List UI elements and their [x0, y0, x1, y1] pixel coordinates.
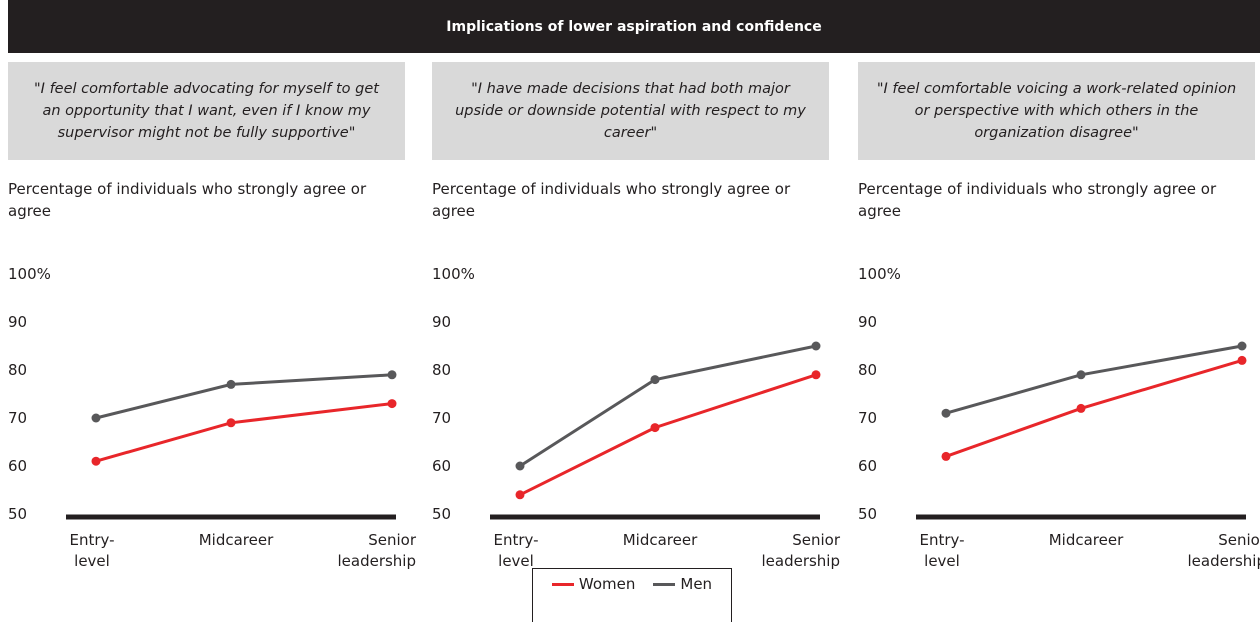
- legend-label: Women: [578, 575, 636, 593]
- x-tick-label: Senior leadership: [337, 531, 416, 570]
- title-bar: Implications of lower aspiration and con…: [8, 0, 1260, 53]
- legend-item: Men: [653, 575, 712, 593]
- y-tick-label: 60: [8, 457, 28, 475]
- legend: Women Men: [532, 568, 732, 622]
- data-point: [1076, 403, 1086, 413]
- data-point: [226, 379, 236, 389]
- data-point: [650, 375, 660, 385]
- y-tick-label: 80: [858, 361, 878, 379]
- legend-label: Men: [680, 575, 713, 593]
- series-line: [95, 373, 393, 420]
- y-tick-label: 70: [432, 409, 452, 427]
- plot: [66, 370, 397, 520]
- y-tick-label: 100%: [8, 265, 51, 283]
- data-point: [226, 418, 236, 428]
- y-tick-label: 80: [8, 361, 28, 379]
- y-tick-label: 80: [432, 361, 452, 379]
- y-tick-label: 50: [858, 505, 878, 523]
- data-point: [650, 423, 660, 433]
- data-point: [91, 456, 101, 466]
- chart-panel: "I feel comfortable advocating for mysel…: [8, 62, 416, 582]
- data-point: [1237, 355, 1247, 365]
- quote: "I feel comfortable voicing a work-relat…: [858, 62, 1255, 160]
- legend-swatch: [551, 582, 574, 586]
- series-line: [519, 344, 817, 468]
- x-tick-label: Entry-level: [493, 531, 539, 570]
- data-point: [811, 370, 821, 380]
- x-tick-label: Senior leadership: [1187, 531, 1260, 570]
- data-point: [91, 413, 101, 423]
- data-point: [515, 461, 525, 471]
- data-point: [387, 370, 397, 380]
- y-tick-label: 100%: [432, 265, 475, 283]
- y-tick-label: 50: [8, 505, 28, 523]
- data-point: [811, 341, 821, 351]
- y-tick-label: 90: [858, 313, 878, 331]
- x-tick-label: Midcareer: [622, 531, 698, 549]
- y-tick-label: 60: [432, 457, 452, 475]
- legend-swatch: [653, 582, 676, 586]
- y-tick-label: 70: [858, 409, 878, 427]
- legend-item: Women: [551, 575, 636, 593]
- y-tick-label: 60: [858, 457, 878, 475]
- y-tick-label: 100%: [858, 265, 901, 283]
- data-point: [515, 490, 525, 500]
- x-tick-label: Midcareer: [198, 531, 274, 549]
- series-line: [95, 402, 393, 463]
- data-point: [1237, 341, 1247, 351]
- data-point: [387, 399, 397, 409]
- series-line: [519, 373, 817, 497]
- y-tick-label: 70: [8, 409, 28, 427]
- axis-label: Percentage of individuals who strongly a…: [858, 180, 1217, 220]
- y-tick-label: 50: [432, 505, 452, 523]
- series-line: [945, 358, 1243, 458]
- quote: "I feel comfortable advocating for mysel…: [8, 62, 405, 160]
- quote: "I have made decisions that had both maj…: [432, 62, 829, 160]
- plot: [916, 341, 1247, 520]
- x-tick-label: Midcareer: [1048, 531, 1124, 549]
- data-point: [941, 408, 951, 418]
- axis-label: Percentage of individuals who strongly a…: [432, 180, 791, 220]
- data-point: [1076, 370, 1086, 380]
- x-tick-label: Entry-level: [69, 531, 115, 570]
- plot: [490, 341, 821, 520]
- axis-label: Percentage of individuals who strongly a…: [8, 180, 367, 220]
- chart-panel: "I feel comfortable voicing a work-relat…: [858, 62, 1260, 582]
- y-tick-label: 90: [8, 313, 28, 331]
- chart-panel: "I have made decisions that had both maj…: [432, 62, 840, 582]
- y-tick-label: 90: [432, 313, 452, 331]
- x-tick-label: Entry-level: [919, 531, 965, 570]
- data-point: [941, 451, 951, 461]
- x-tick-label: Senior leadership: [761, 531, 840, 570]
